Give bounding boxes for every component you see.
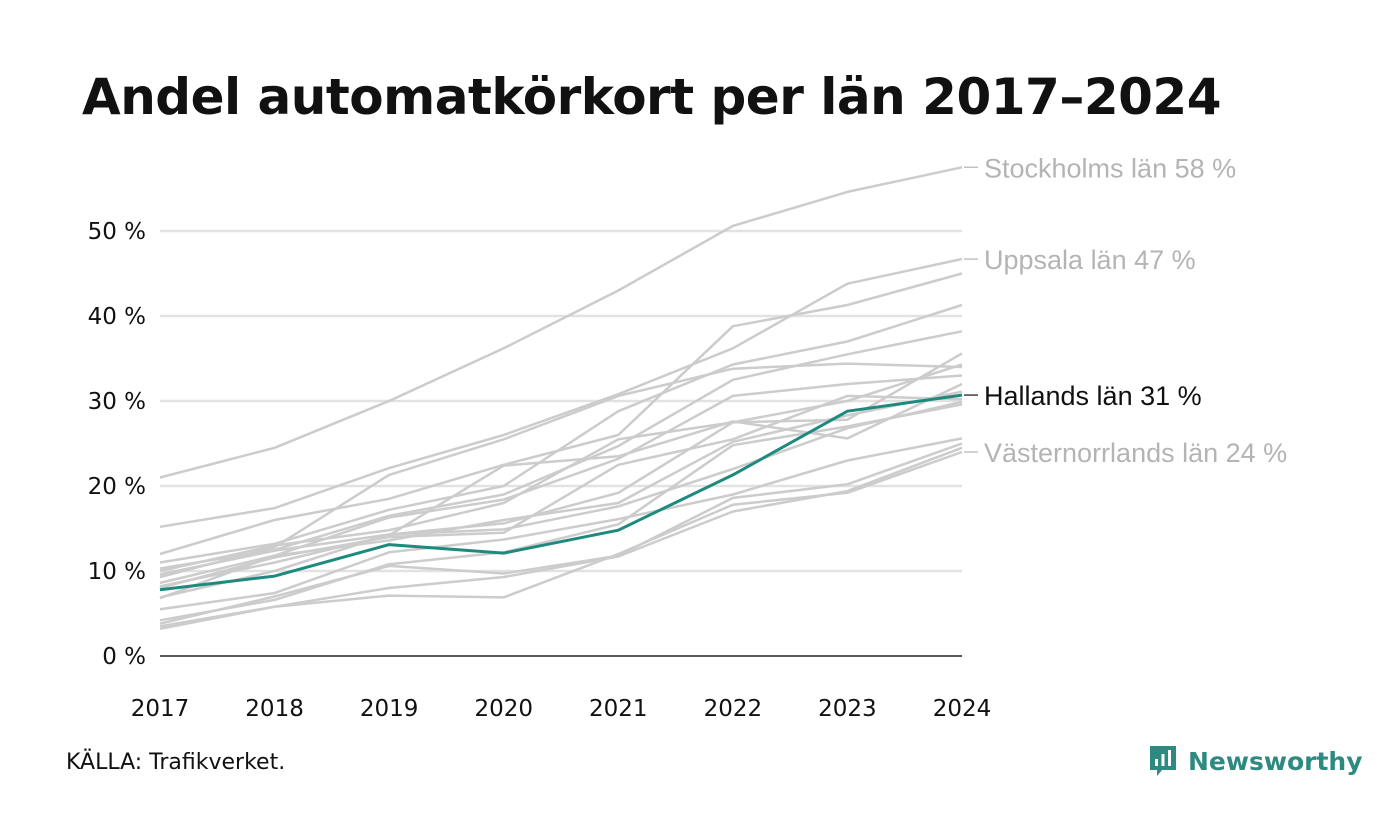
y-tick-label: 30 % xyxy=(88,389,146,415)
end-label: Uppsala län 47 % xyxy=(984,245,1196,275)
series-line xyxy=(159,400,963,599)
x-axis-ticks: 2017 2018 2019 2020 2021 2022 2023 2024 xyxy=(131,696,992,722)
series-line xyxy=(159,403,963,622)
x-tick-label: 2021 xyxy=(589,696,648,722)
bar-chart-logo-icon xyxy=(1150,746,1176,776)
x-tick-label: 2023 xyxy=(818,696,877,722)
series-line xyxy=(159,374,963,585)
x-tick-label: 2019 xyxy=(360,696,419,722)
y-tick-label: 0 % xyxy=(102,644,146,670)
y-tick-label: 40 % xyxy=(88,304,146,330)
y-tick-label: 50 % xyxy=(88,219,146,245)
end-label: Västernorrlands län 24 % xyxy=(984,438,1287,468)
series-lines xyxy=(159,166,963,631)
brand-logo[interactable]: Newsworthy xyxy=(1148,744,1363,778)
series-line xyxy=(159,363,963,576)
end-labels: Stockholms län 58 % Uppsala län 47 % Halla… xyxy=(964,153,1287,468)
x-tick-label: 2024 xyxy=(933,696,992,722)
x-tick-label: 2017 xyxy=(131,696,190,722)
end-label: Hallands län 31 % xyxy=(984,381,1202,411)
highlight-series-line xyxy=(159,393,963,592)
x-tick-label: 2018 xyxy=(245,696,304,722)
series-line xyxy=(159,166,963,479)
y-tick-label: 20 % xyxy=(88,474,146,500)
source-note: KÄLLA: Trafikverket. xyxy=(66,750,286,775)
x-tick-label: 2020 xyxy=(474,696,533,722)
series-line xyxy=(159,362,963,579)
line-chart: 0 % 10 % 20 % 30 % 40 % 50 % 2017 2018 2019 2020… xyxy=(88,153,1288,722)
brand-name: Newsworthy xyxy=(1188,746,1363,776)
y-axis-ticks: 0 % 10 % 20 % 30 % 40 % 50 % xyxy=(88,219,146,670)
series-line xyxy=(159,442,963,625)
series-line xyxy=(159,303,963,564)
y-tick-label: 10 % xyxy=(88,559,146,585)
series-line xyxy=(159,437,963,611)
x-tick-label: 2022 xyxy=(704,696,763,722)
series-line xyxy=(159,257,963,529)
series-line xyxy=(159,446,963,631)
end-label: Stockholms län 58 % xyxy=(984,153,1236,183)
chart-title: Andel automatkörkort per län 2017–2024 xyxy=(82,68,1221,126)
series-line xyxy=(159,390,963,600)
